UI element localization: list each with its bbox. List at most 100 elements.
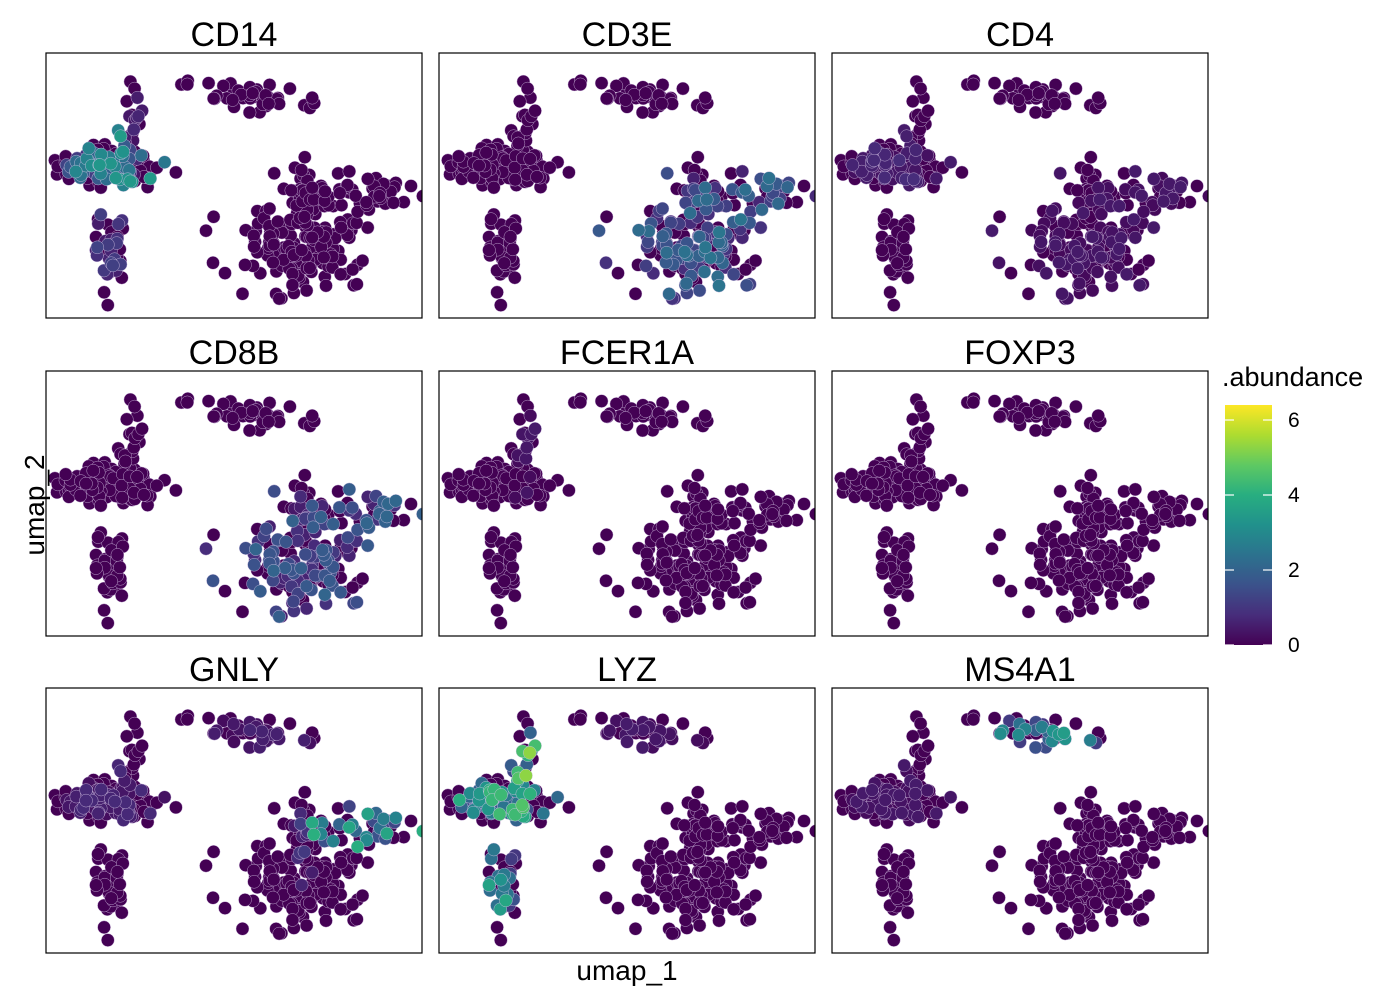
data-point	[1070, 245, 1085, 259]
data-point	[253, 584, 267, 598]
data-point	[523, 470, 537, 484]
data-point	[1120, 538, 1134, 553]
data-point	[1094, 207, 1109, 221]
data-point	[921, 739, 935, 753]
data-point	[319, 914, 333, 928]
data-point	[1237, 825, 1250, 838]
data-point	[206, 409, 221, 424]
data-point	[283, 399, 297, 414]
data-point	[523, 746, 537, 760]
data-point	[285, 913, 300, 927]
data-point	[1145, 513, 1160, 527]
data-point	[113, 764, 128, 778]
data-point	[743, 840, 758, 854]
data-point	[490, 603, 504, 617]
data-point	[272, 609, 286, 624]
data-point	[359, 195, 373, 209]
data-point	[921, 422, 935, 436]
data-point	[1119, 821, 1133, 835]
data-point	[592, 542, 606, 556]
data-point	[1033, 875, 1047, 889]
data-point	[1083, 845, 1098, 859]
data-point	[297, 733, 311, 747]
data-point	[331, 166, 345, 181]
data-point	[1057, 532, 1071, 547]
data-point	[1128, 799, 1143, 814]
data-point	[350, 205, 365, 219]
data-point	[297, 845, 312, 859]
data-point	[113, 877, 127, 891]
data-point	[262, 415, 276, 429]
data-point	[660, 484, 674, 498]
legend-tick-label: 4	[1288, 484, 1300, 507]
data-point	[712, 597, 726, 611]
data-point	[692, 918, 707, 933]
legend-tick-label: 2	[1288, 559, 1300, 582]
data-point	[660, 872, 674, 887]
data-point	[727, 267, 741, 281]
data-point	[929, 806, 943, 821]
data-point	[659, 573, 673, 588]
data-point	[573, 712, 587, 727]
data-point	[1048, 238, 1063, 253]
data-point	[890, 891, 904, 905]
data-point	[1048, 836, 1063, 851]
data-point	[1104, 819, 1118, 834]
data-point	[1055, 287, 1069, 301]
panel-border	[438, 370, 816, 637]
data-point	[169, 165, 183, 180]
data-point	[79, 793, 93, 808]
data-point	[743, 912, 757, 926]
data-point	[94, 207, 108, 222]
data-point	[656, 229, 670, 243]
data-point	[887, 298, 901, 312]
panel-title: CD4	[986, 16, 1054, 54]
data-point	[345, 501, 359, 515]
data-point	[908, 787, 922, 801]
data-point	[1136, 523, 1151, 537]
data-point	[294, 561, 308, 575]
data-point	[1071, 596, 1086, 610]
data-point	[697, 265, 712, 279]
data-point	[530, 170, 544, 184]
data-point	[698, 548, 712, 563]
data-point	[1136, 595, 1150, 609]
data-point	[305, 90, 319, 105]
data-point	[906, 412, 920, 426]
data-point	[1031, 86, 1046, 100]
data-point	[345, 262, 360, 277]
data-point	[331, 484, 345, 499]
data-point	[494, 873, 508, 887]
data-point	[361, 172, 375, 186]
data-point	[865, 476, 879, 491]
data-point	[1039, 266, 1054, 280]
data-point	[676, 716, 690, 731]
points-layer	[441, 709, 815, 947]
panel-gnly: GNLY	[45, 651, 423, 954]
data-point	[303, 896, 317, 910]
data-point	[226, 717, 241, 731]
data-point	[262, 97, 276, 111]
data-point	[1127, 212, 1141, 227]
data-point	[765, 824, 779, 838]
data-point	[955, 800, 969, 815]
data-point	[523, 726, 538, 740]
data-point	[1132, 278, 1147, 292]
data-point	[1004, 901, 1018, 915]
data-point	[691, 150, 705, 164]
data-point	[936, 479, 950, 493]
data-point	[1085, 283, 1100, 298]
data-point	[479, 464, 493, 478]
data-point	[809, 507, 815, 521]
data-point	[880, 498, 894, 513]
data-point	[1090, 265, 1105, 279]
data-point	[201, 394, 216, 408]
data-point	[834, 182, 847, 195]
data-point	[169, 483, 183, 498]
data-point	[712, 225, 726, 240]
data-point	[1117, 801, 1131, 816]
data-point	[285, 278, 300, 292]
data-point	[372, 189, 386, 203]
colorbar-legend: .abundance 0 2 4 6	[1222, 362, 1363, 657]
data-point	[305, 230, 319, 245]
